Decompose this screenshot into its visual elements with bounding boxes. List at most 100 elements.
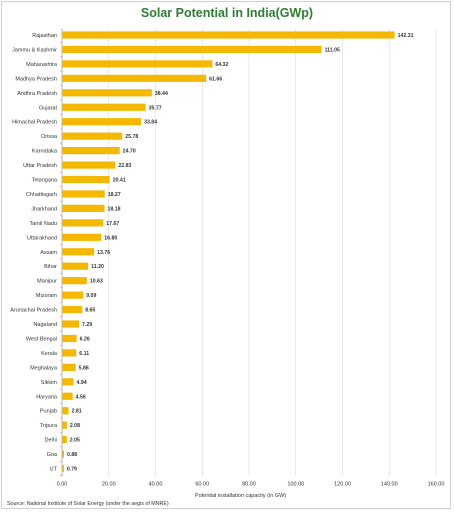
category-label: Gujarat: [39, 105, 58, 111]
bar: [62, 464, 64, 473]
category-label: Sikkim: [41, 380, 58, 386]
data-label: 4.56: [76, 394, 86, 400]
bar: [62, 277, 87, 285]
category-label: Tripura: [40, 423, 58, 429]
bar: [62, 204, 105, 212]
bar: [62, 74, 207, 82]
category-label: Tamil Nadu: [29, 221, 57, 227]
x-tick-label: 140.00: [381, 482, 398, 488]
category-label: Madhya Pradesh: [15, 76, 57, 82]
category-label: Assam: [40, 250, 57, 256]
data-label: 7.29: [82, 322, 92, 328]
data-label: 61.66: [209, 76, 222, 82]
data-label: 10.63: [90, 279, 103, 285]
category-label: Jharkhand: [31, 206, 57, 212]
category-label: Maharashtra: [26, 62, 58, 68]
category-label: West Bengal: [26, 336, 57, 342]
x-tick-label: 160.00: [428, 482, 445, 488]
category-label: Delhi: [44, 438, 57, 444]
data-label: 8.65: [85, 308, 95, 314]
category-label: Haryana: [36, 394, 58, 400]
category-label: Rajasthan: [32, 33, 57, 39]
x-tick-label: 20.00: [102, 482, 116, 488]
bar: [62, 378, 74, 386]
category-label: Arunachal Pradesh: [10, 308, 57, 314]
bar: [62, 147, 120, 155]
category-label: Bihar: [44, 264, 57, 270]
bar: [62, 161, 116, 169]
data-label: 24.70: [123, 149, 136, 155]
bar: [62, 407, 69, 415]
category-label: Punjab: [40, 409, 57, 415]
x-tick-label: 60.00: [195, 482, 209, 488]
bar: [62, 233, 102, 241]
data-label: 0.79: [67, 467, 77, 473]
category-label: Orissa: [41, 134, 58, 140]
bar: [62, 190, 105, 198]
data-label: 13.76: [97, 250, 110, 256]
category-label: Telangana: [32, 178, 58, 184]
source-note: Source: National Institute of Solar Ener…: [7, 501, 169, 507]
data-label: 25.78: [125, 134, 138, 140]
data-label: 20.41: [113, 178, 126, 184]
data-label: 2.05: [70, 438, 80, 444]
data-label: 4.94: [77, 380, 87, 386]
x-tick-label: 80.00: [242, 482, 256, 488]
bar: [62, 305, 83, 314]
data-label: 2.08: [70, 423, 80, 429]
data-label: 5.86: [79, 365, 89, 371]
bar: [62, 89, 152, 97]
data-label: 11.20: [91, 264, 104, 270]
x-axis-label: Potential installation capacity (in GW): [195, 493, 287, 499]
x-tick-label: 0.00: [57, 482, 68, 488]
bar: [62, 320, 80, 328]
category-label: Meghalaya: [30, 365, 58, 371]
bar: [62, 334, 77, 343]
bar: [62, 392, 73, 400]
x-tick-label: 40.00: [149, 482, 163, 488]
data-label: 6.11: [79, 351, 89, 357]
data-label: 6.26: [80, 336, 90, 342]
data-label: 111.05: [325, 47, 340, 53]
category-label: Mizoram: [36, 293, 58, 299]
bar: [62, 219, 104, 227]
category-label: Goa: [47, 452, 58, 458]
data-label: 18.18: [107, 206, 120, 212]
data-label: 22.83: [118, 163, 131, 169]
bar: [62, 60, 213, 68]
data-label: 0.88: [67, 452, 77, 458]
category-label: Andhra Pradesh: [17, 91, 57, 97]
bar: [62, 450, 65, 458]
category-label: Kerala: [41, 351, 58, 357]
bar: [62, 349, 77, 357]
category-label: Manipur: [37, 279, 57, 285]
bar: [62, 291, 84, 299]
x-tick-label: 120.00: [334, 482, 351, 488]
bar: [62, 132, 123, 140]
category-label: Nagaland: [33, 322, 57, 328]
bar: [62, 118, 142, 126]
data-label: 64.32: [215, 62, 228, 68]
data-label: 9.09: [86, 293, 96, 299]
data-label: 33.84: [144, 120, 157, 126]
data-label: 18.27: [108, 192, 121, 198]
category-label: Chhattisgarh: [26, 192, 57, 198]
x-tick-label: 100.00: [287, 482, 304, 488]
bar: [62, 31, 395, 39]
data-label: 38.44: [155, 91, 168, 97]
category-label: UT: [50, 467, 58, 473]
bar: [62, 248, 95, 256]
data-label: 142.31: [398, 33, 414, 39]
chart-title: Solar Potential in India(GWp): [140, 6, 314, 20]
bar: [62, 421, 67, 429]
data-label: 17.67: [106, 221, 119, 227]
category-label: Uttarakhand: [27, 235, 57, 241]
bar: [62, 363, 76, 371]
bar: [62, 436, 67, 444]
category-label: Himachal Pradesh: [12, 120, 57, 126]
category-label: Jammu & Kashmir: [12, 47, 57, 53]
bar: [62, 262, 89, 270]
bar: [62, 103, 146, 111]
data-label: 35.77: [149, 105, 162, 111]
